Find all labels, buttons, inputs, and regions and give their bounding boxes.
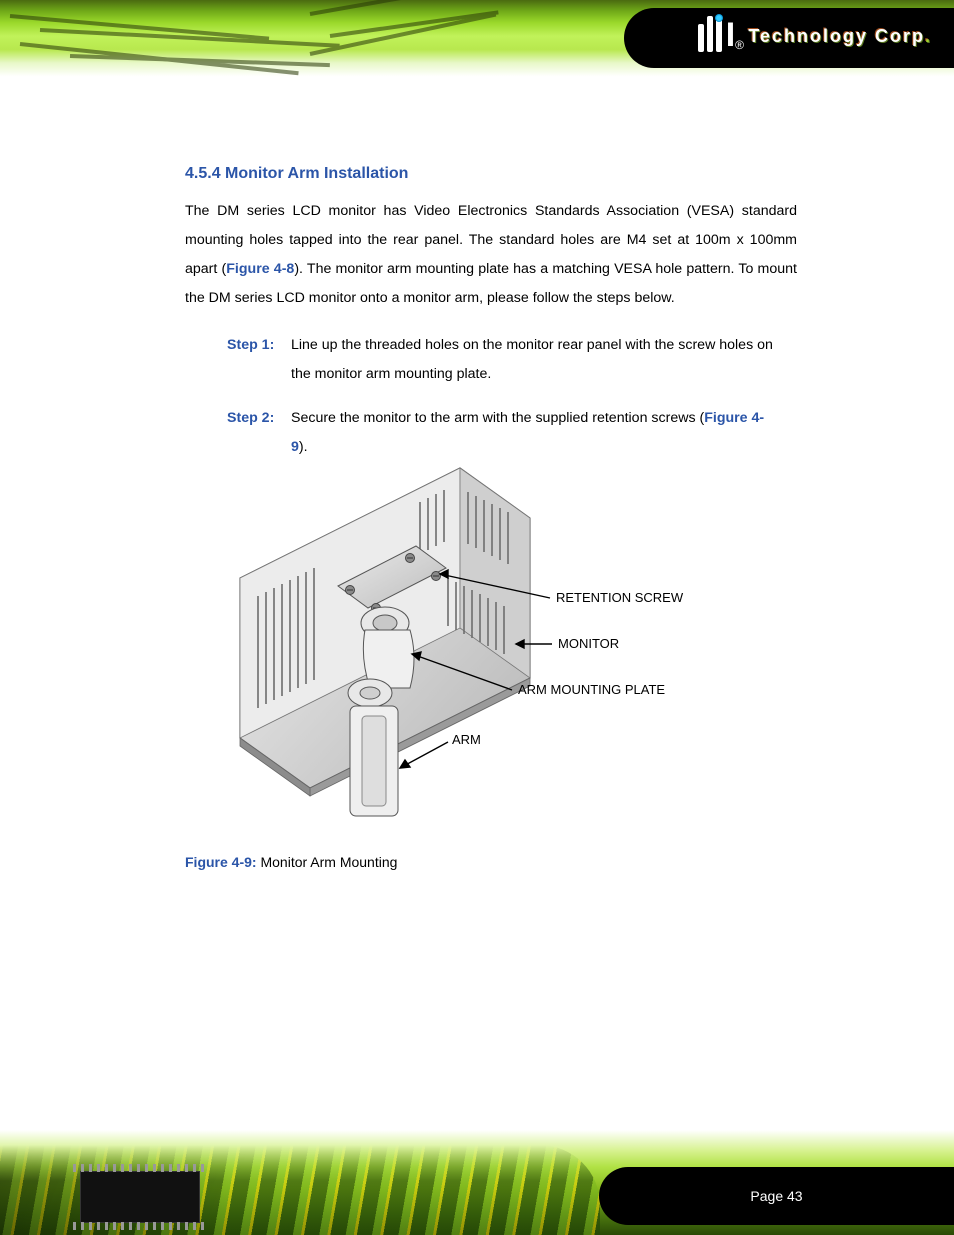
steps-list: Step 1: Line up the threaded holes on th… (227, 331, 779, 461)
header-band: I® Technology Corp. (0, 0, 954, 90)
label-retention-screw: RETENTION SCREW (556, 590, 684, 605)
step-item: Step 1: Line up the threaded holes on th… (227, 331, 779, 388)
step-text-a: Secure the monitor to the arm with the s… (291, 410, 704, 426)
footer-band: Page 43 (0, 1130, 954, 1235)
figure-caption: Figure 4-9: Monitor Arm Mounting (185, 854, 397, 870)
figure-diagram: RETENTION SCREW MONITOR ARM MOUNTING PLA… (200, 458, 740, 838)
label-monitor: MONITOR (558, 636, 619, 651)
step-text-b: ). (299, 439, 308, 455)
content-area: 4.5.4 Monitor Arm Installation The DM se… (185, 165, 797, 477)
footer-page-tab: Page 43 (599, 1167, 954, 1225)
header-pcb-texture (10, 4, 530, 74)
step-label: Step 2: (227, 404, 291, 461)
brand-label: Technology Corp (748, 26, 925, 46)
label-arm: ARM (452, 732, 481, 747)
figure-caption-number: Figure 4-9: (185, 854, 257, 870)
step-label: Step 1: (227, 331, 291, 388)
section-heading: 4.5.4 Monitor Arm Installation (185, 165, 797, 183)
step-body: Secure the monitor to the arm with the s… (291, 404, 779, 461)
footer-chip-icon (80, 1171, 200, 1223)
intro-paragraph: The DM series LCD monitor has Video Elec… (185, 197, 797, 313)
company-name: Technology Corp. (748, 26, 932, 47)
page-number: Page 43 (750, 1188, 802, 1204)
monitor-body-icon (240, 468, 530, 816)
company-logo-icon: I® (698, 16, 744, 52)
figure-reference-1: Figure 4-8 (226, 261, 294, 277)
step-item: Step 2: Secure the monitor to the arm wi… (227, 404, 779, 461)
label-arm-mounting-plate: ARM MOUNTING PLATE (518, 682, 665, 697)
step-body: Line up the threaded holes on the monito… (291, 331, 779, 388)
figure-caption-text: Monitor Arm Mounting (257, 854, 398, 870)
